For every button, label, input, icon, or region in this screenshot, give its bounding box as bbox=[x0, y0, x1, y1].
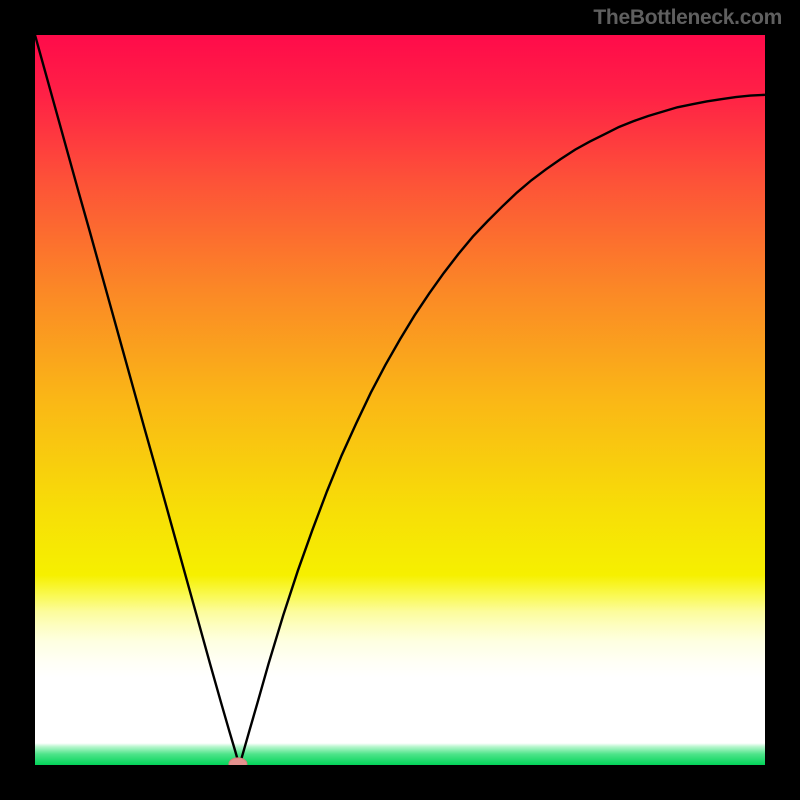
bottleneck-plot bbox=[35, 35, 765, 765]
plot-background bbox=[35, 35, 765, 765]
chart-frame: TheBottleneck.com bbox=[0, 0, 800, 800]
watermark-label: TheBottleneck.com bbox=[593, 6, 782, 30]
